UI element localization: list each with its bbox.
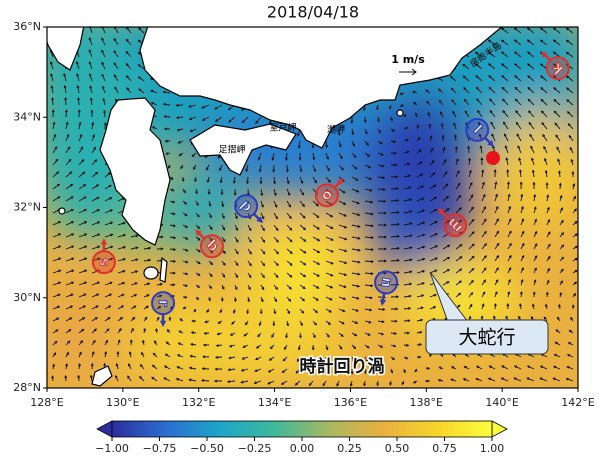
- x-tick-label: 138°E: [410, 396, 443, 409]
- eddy-circle: [545, 56, 570, 81]
- x-tick-label: 128°E: [30, 396, 63, 409]
- eddy-letter: n: [377, 276, 394, 289]
- y-tick-label: 32°N: [13, 201, 41, 214]
- eddy-marker: n: [374, 270, 399, 307]
- eddy-arrowhead: [159, 320, 167, 328]
- ocean-field: k l m n o pq r s: [47, 27, 578, 388]
- x-tick-label: 140°E: [485, 396, 518, 409]
- y-tick-label: 36°N: [13, 20, 41, 33]
- eddy-arrowhead: [256, 216, 264, 224]
- eddy-circle: [91, 250, 116, 275]
- eddy-arrowhead: [195, 229, 202, 237]
- eddy-arrowhead: [337, 178, 344, 186]
- y-tick-label: 30°N: [13, 291, 41, 304]
- x-tick-label: 130°E: [106, 396, 139, 409]
- eddy-marker: q: [195, 229, 224, 259]
- scale-label: 1 m/s: [391, 53, 425, 66]
- colorbar-tick-label: 0.50: [385, 442, 410, 455]
- eddy-marker: r: [151, 291, 176, 328]
- eddy-circle: [234, 194, 259, 219]
- title: 2018/04/18: [267, 3, 359, 22]
- callout-box: [425, 319, 549, 355]
- eddy-circle: [314, 183, 339, 208]
- eddy-marker: l: [465, 117, 495, 147]
- eddy-marker: p: [234, 194, 264, 224]
- colorbar-tick-label: −0.75: [143, 442, 177, 455]
- eddy-arrowhead: [438, 208, 445, 215]
- eddy-circle: [199, 234, 224, 259]
- x-tick-label: 136°E: [334, 396, 367, 409]
- eddy-label: 時計回り渦: [300, 356, 385, 377]
- eddy-marker: k: [540, 51, 570, 81]
- land: [47, 27, 503, 387]
- scale-arrow: [399, 68, 417, 76]
- x-tick-label: 132°E: [182, 396, 215, 409]
- colorbar-tick-label: −1.00: [95, 442, 129, 455]
- eddy-arrowhead: [379, 299, 387, 307]
- eddy-marker: s: [91, 238, 116, 275]
- colorbar-tick-label: 0.25: [337, 442, 362, 455]
- callout-text: 大蛇行: [458, 327, 515, 349]
- colorbar: [111, 420, 493, 438]
- eddy-circle: [465, 117, 490, 142]
- eddy-circle: [374, 270, 399, 295]
- x-tick-label: 142°E: [561, 396, 594, 409]
- eddy-arrowhead: [540, 51, 548, 58]
- eddy-circle: [151, 291, 176, 316]
- colorbar-extend-high: [491, 420, 508, 438]
- place-label: 潮岬: [327, 124, 345, 136]
- colorbar-extend-low: [96, 420, 113, 438]
- colorbar-tick-label: 0.75: [432, 442, 457, 455]
- eddy-circle: [443, 213, 468, 238]
- y-tick-label: 28°N: [13, 381, 41, 394]
- eddy-letter: s: [96, 258, 112, 266]
- eddy-marker: m: [438, 208, 468, 238]
- colorbar-tick-label: −0.25: [238, 442, 272, 455]
- colorbar-tick-label: −0.50: [190, 442, 224, 455]
- marker: [486, 151, 500, 165]
- eddy-arrowhead: [487, 140, 495, 147]
- eddy-marker: o: [314, 178, 344, 208]
- place-label: 足摺岬: [218, 144, 245, 156]
- colorbar-tick-label: 1.00: [480, 442, 505, 455]
- eddy-arrowhead: [100, 238, 108, 245]
- y-tick-label: 34°N: [13, 110, 41, 123]
- place-label: 室戸岬: [269, 122, 296, 134]
- colorbar-tick-label: 0.00: [290, 442, 315, 455]
- x-tick-label: 134°E: [258, 396, 291, 409]
- eddy-letter: r: [155, 300, 171, 307]
